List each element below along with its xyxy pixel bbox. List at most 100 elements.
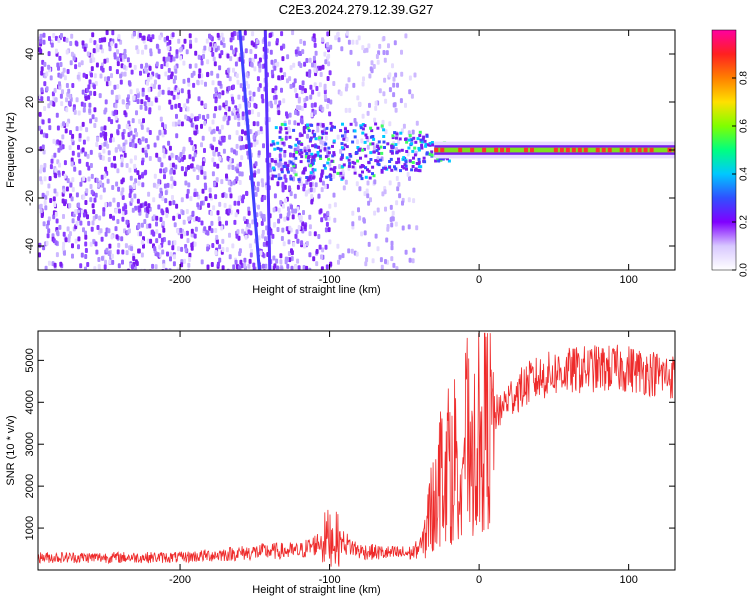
noise-cell (141, 136, 145, 142)
noise-cell (124, 209, 128, 215)
noise-cell (77, 244, 80, 250)
noise-cell (327, 53, 331, 59)
carrier-cell (273, 160, 277, 164)
carrier-cell (292, 128, 296, 132)
noise-cell (147, 77, 151, 82)
noise-cell (204, 103, 208, 109)
noise-cell (293, 193, 297, 199)
noise-cell (401, 200, 404, 206)
carrier-cell (369, 158, 373, 161)
noise-cell (78, 62, 81, 68)
noise-cell (38, 111, 42, 117)
noise-cell (56, 62, 60, 68)
noise-cell (218, 221, 222, 227)
noise-cell (99, 73, 103, 79)
noise-cell (218, 129, 222, 135)
noise-cell (225, 220, 228, 226)
noise-cell (90, 173, 94, 179)
noise-cell (78, 133, 82, 139)
noise-cell (321, 247, 325, 253)
noise-cell (351, 39, 355, 45)
noise-cell (176, 87, 180, 93)
noise-cell (69, 60, 73, 66)
noise-cell (154, 264, 158, 270)
noise-cell (61, 198, 65, 204)
noise-cell (328, 111, 332, 117)
noise-cell (97, 257, 101, 262)
noise-cell (116, 249, 120, 255)
carrier-cell (347, 158, 351, 162)
noise-cell (356, 95, 360, 101)
noise-cell (292, 62, 296, 68)
noise-cell (166, 45, 170, 51)
noise-cell (164, 198, 168, 204)
noise-cell (53, 202, 57, 208)
noise-cell (40, 87, 44, 93)
noise-cell (133, 64, 137, 70)
noise-cell (326, 76, 330, 81)
noise-cell (206, 230, 210, 236)
noise-cell (365, 257, 369, 263)
noise-cell (279, 67, 283, 73)
noise-cell (313, 109, 317, 115)
noise-cell (290, 166, 294, 172)
noise-cell (114, 115, 118, 121)
noise-cell (65, 186, 69, 192)
noise-cell (315, 261, 319, 267)
noise-cell (92, 209, 96, 215)
noise-cell (412, 198, 416, 204)
noise-cell (355, 251, 359, 257)
carrier-cell (330, 159, 334, 163)
noise-cell (42, 149, 46, 155)
carrier-cell (328, 174, 332, 178)
carrier-cell (306, 159, 310, 163)
noise-cell (171, 121, 175, 127)
carrier-cell (421, 140, 425, 144)
noise-cell (253, 66, 257, 72)
carrier-cell (302, 130, 306, 134)
noise-cell (91, 32, 95, 38)
carrier-cell (395, 161, 399, 165)
noise-cell (41, 144, 45, 150)
noise-cell (107, 251, 111, 256)
noise-cell (86, 153, 90, 159)
noise-cell (76, 74, 80, 80)
noise-cell (89, 58, 93, 64)
noise-cell (301, 85, 305, 91)
noise-cell (298, 50, 301, 56)
noise-cell (113, 155, 116, 161)
carrier-cell (363, 124, 367, 128)
noise-cell (203, 148, 206, 153)
carrier-peak (601, 147, 606, 153)
noise-cell (291, 30, 295, 36)
noise-cell (238, 161, 242, 167)
noise-cell (320, 254, 323, 260)
noise-cell (276, 265, 279, 270)
noise-cell (240, 155, 244, 161)
noise-cell (307, 188, 311, 194)
carrier-cell (405, 167, 408, 171)
noise-cell (92, 48, 96, 54)
noise-cell (184, 247, 188, 253)
noise-cell (90, 72, 93, 78)
carrier-cell (411, 165, 415, 168)
noise-cell (373, 179, 377, 185)
noise-cell (395, 200, 399, 206)
noise-cell (117, 94, 121, 100)
noise-cell (188, 252, 192, 258)
noise-cell (278, 153, 282, 159)
carrier-cell (425, 151, 429, 155)
noise-cell (200, 79, 204, 85)
noise-cell (183, 38, 187, 44)
carrier-cell (309, 138, 313, 142)
carrier-cell (364, 166, 368, 170)
noise-cell (260, 197, 264, 202)
noise-cell (131, 264, 134, 270)
noise-cell (233, 219, 237, 225)
carrier-cell (428, 152, 432, 156)
noise-cell (42, 221, 46, 227)
noise-cell (367, 43, 371, 49)
carrier-peak (565, 147, 570, 153)
noise-cell (203, 45, 207, 51)
noise-cell (382, 91, 386, 97)
